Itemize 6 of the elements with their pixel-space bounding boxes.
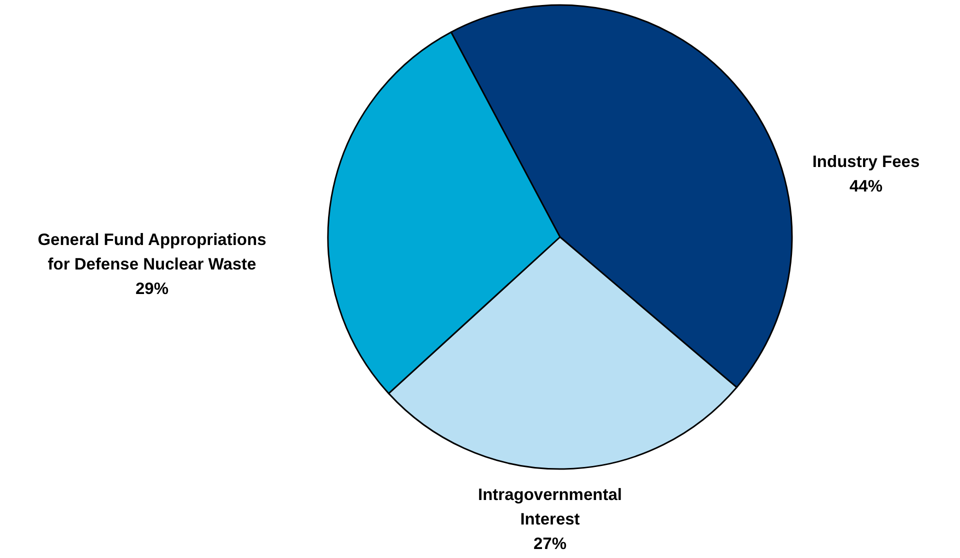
slice-label: General Fund Appropriations for Defense Nuclear Waste: [38, 231, 266, 274]
data-label: 29%: [135, 280, 169, 298]
slice-label: Intragovernmental Interest: [478, 486, 622, 528]
data-label: 27%: [533, 535, 567, 553]
data-label: 44%: [849, 178, 883, 196]
slice-label: Industry Fees: [812, 153, 920, 171]
